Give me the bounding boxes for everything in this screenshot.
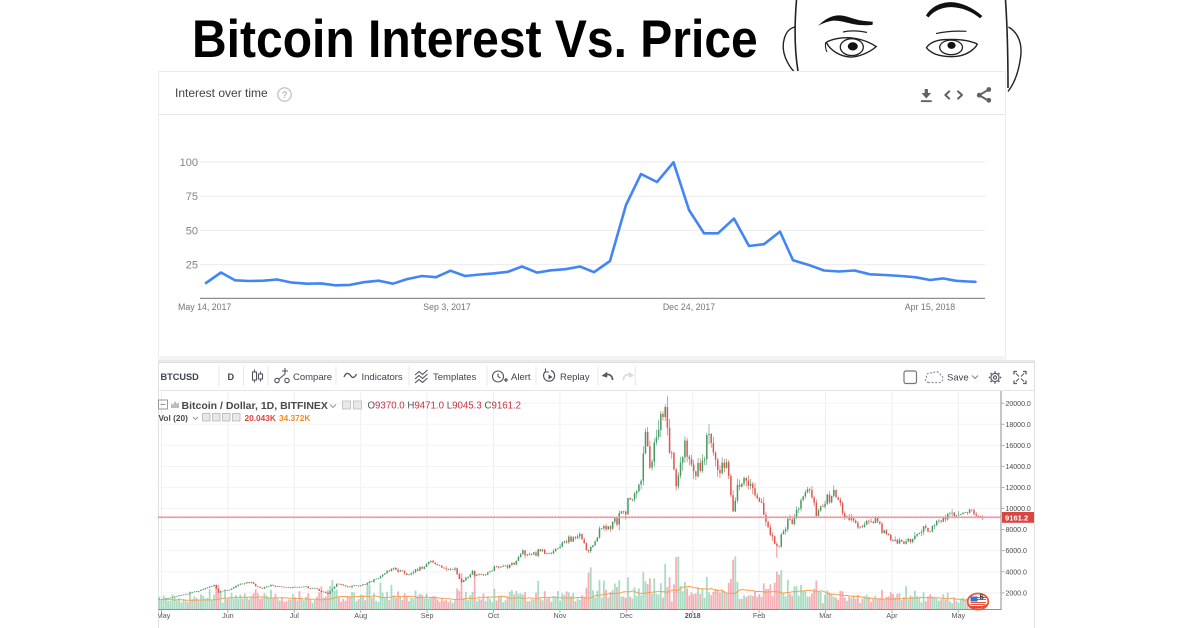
svg-text:16000.0: 16000.0 <box>1006 443 1031 450</box>
svg-text:Vol (20): Vol (20) <box>159 413 189 423</box>
svg-text:100: 100 <box>180 157 198 169</box>
svg-text:9161.2: 9161.2 <box>1005 513 1028 522</box>
svg-text:Alert: Alert <box>511 372 531 383</box>
svg-text:Bitcoin / Dollar, 1D, BITFINEX: Bitcoin / Dollar, 1D, BITFINEX <box>182 400 328 412</box>
svg-text:O9370.0 H9471.0 L9045.3 C91: O9370.0 H9471.0 L9045.3 C9161.2 <box>368 401 522 412</box>
svg-text:34.372K: 34.372K <box>279 413 310 423</box>
svg-text:75: 75 <box>186 191 198 203</box>
svg-text:8000.0: 8000.0 <box>1006 527 1028 534</box>
svg-text:Apr 15, 2018: Apr 15, 2018 <box>905 302 955 312</box>
svg-text:BTCUSD: BTCUSD <box>161 372 200 382</box>
svg-text:Templates: Templates <box>433 372 477 383</box>
svg-text:2000.0: 2000.0 <box>1006 590 1028 597</box>
svg-text:Dec: Dec <box>620 611 633 620</box>
svg-text:Replay: Replay <box>560 372 590 383</box>
svg-text:Jun: Jun <box>222 611 234 620</box>
svg-text:Indicators: Indicators <box>362 372 403 383</box>
svg-text:?: ? <box>282 90 287 101</box>
svg-text:Compare: Compare <box>293 372 332 383</box>
svg-text:5: 5 <box>980 593 984 602</box>
svg-text:10000.0: 10000.0 <box>1006 506 1031 513</box>
svg-text:Sep 3, 2017: Sep 3, 2017 <box>423 302 471 312</box>
svg-text:25: 25 <box>186 260 198 272</box>
svg-text:2018: 2018 <box>685 611 701 620</box>
svg-text:Mar: Mar <box>819 611 832 620</box>
svg-text:May: May <box>158 611 171 620</box>
svg-text:20000.0: 20000.0 <box>1006 401 1031 408</box>
svg-text:50: 50 <box>186 225 198 237</box>
svg-text:Oct: Oct <box>488 611 499 620</box>
svg-text:D: D <box>228 372 235 382</box>
svg-text:Jul: Jul <box>290 611 300 620</box>
svg-text:4000.0: 4000.0 <box>1006 569 1028 576</box>
svg-text:Nov: Nov <box>554 611 567 620</box>
svg-text:Sep: Sep <box>421 611 434 620</box>
svg-text:May 14, 2017: May 14, 2017 <box>178 302 231 312</box>
svg-text:Save: Save <box>947 373 969 384</box>
svg-text:Feb: Feb <box>753 611 765 620</box>
svg-text:Dec 24, 2017: Dec 24, 2017 <box>663 302 715 312</box>
svg-text:Aug: Aug <box>354 611 367 620</box>
svg-text:18000.0: 18000.0 <box>1006 422 1031 429</box>
svg-text:Apr: Apr <box>886 611 898 620</box>
svg-text:12000.0: 12000.0 <box>1006 485 1031 492</box>
svg-text:14000.0: 14000.0 <box>1006 464 1031 471</box>
svg-text:6000.0: 6000.0 <box>1006 548 1028 555</box>
svg-text:20.043K: 20.043K <box>245 413 276 423</box>
svg-text:May: May <box>952 611 966 620</box>
